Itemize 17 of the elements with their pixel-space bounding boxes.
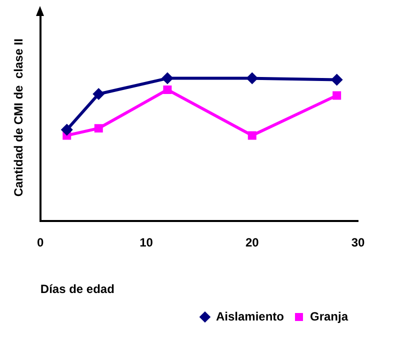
point: [161, 72, 174, 84]
x-tick-label: 10: [140, 236, 154, 250]
legend-label: Aislamiento: [216, 309, 284, 324]
x-tick-label: 30: [351, 236, 365, 250]
x-tick-label: 0: [37, 236, 44, 250]
point: [332, 91, 342, 100]
point: [94, 124, 103, 133]
x-axis-title: Días de edad: [40, 282, 114, 296]
x-tick-label: 20: [245, 236, 260, 250]
point: [248, 131, 256, 140]
legend-label: Granja: [310, 309, 348, 324]
point: [60, 124, 73, 136]
point: [246, 72, 258, 84]
point: [163, 85, 172, 94]
y-axis-title: Cantidad de CMI de clase II: [12, 38, 26, 197]
point: [330, 74, 343, 86]
point: [92, 88, 105, 100]
